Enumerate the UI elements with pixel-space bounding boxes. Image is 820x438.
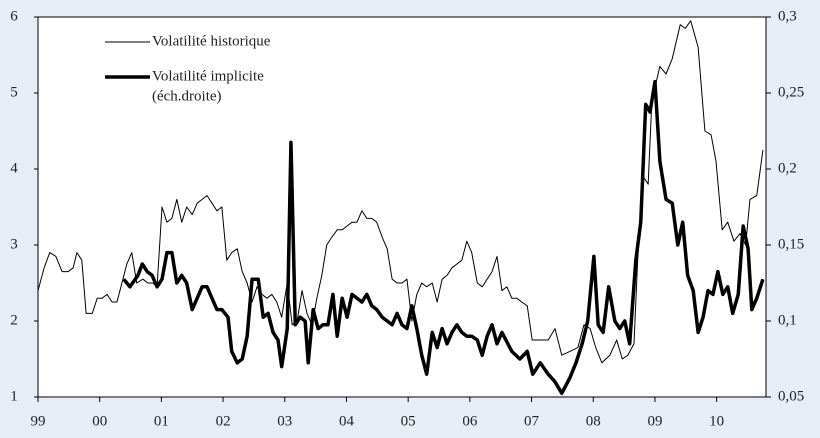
x-tick-label: 08 <box>586 413 601 429</box>
legend-label: Volatilité implicite <box>152 68 264 84</box>
series-line <box>122 79 765 395</box>
y-tick-label: 1 <box>10 388 18 404</box>
plot-area <box>37 16 767 398</box>
y-tick-label: 5 <box>10 84 18 100</box>
x-tick-label: 03 <box>277 413 292 429</box>
y2-tick-label: 0,25 <box>778 84 804 100</box>
x-tick-label: 06 <box>462 413 478 429</box>
y-tick-label: 3 <box>10 236 18 252</box>
y2-tick-label: 0,3 <box>778 8 797 24</box>
y2-tick-label: 0,2 <box>778 160 797 176</box>
y-tick-label: 2 <box>10 312 18 328</box>
x-tick-label: 01 <box>154 413 169 429</box>
y2-tick-label: 0,1 <box>778 312 797 328</box>
x-tick-label: 09 <box>647 413 662 429</box>
y-tick-label: 6 <box>10 8 18 24</box>
y2-tick-label: 0,05 <box>778 388 804 404</box>
x-tick-label: 00 <box>92 413 107 429</box>
x-tick-label: 10 <box>709 413 724 429</box>
x-tick-label: 99 <box>31 413 46 429</box>
legend-label: Volatilité historique <box>152 33 271 49</box>
x-tick-label: 02 <box>216 413 231 429</box>
y-tick-label: 4 <box>10 160 18 176</box>
x-tick-label: 04 <box>339 413 355 429</box>
y2-tick-label: 0,15 <box>778 236 804 252</box>
x-tick-label: 07 <box>524 413 540 429</box>
legend-note: (éch.droite) <box>152 88 222 104</box>
x-tick-label: 05 <box>401 413 416 429</box>
